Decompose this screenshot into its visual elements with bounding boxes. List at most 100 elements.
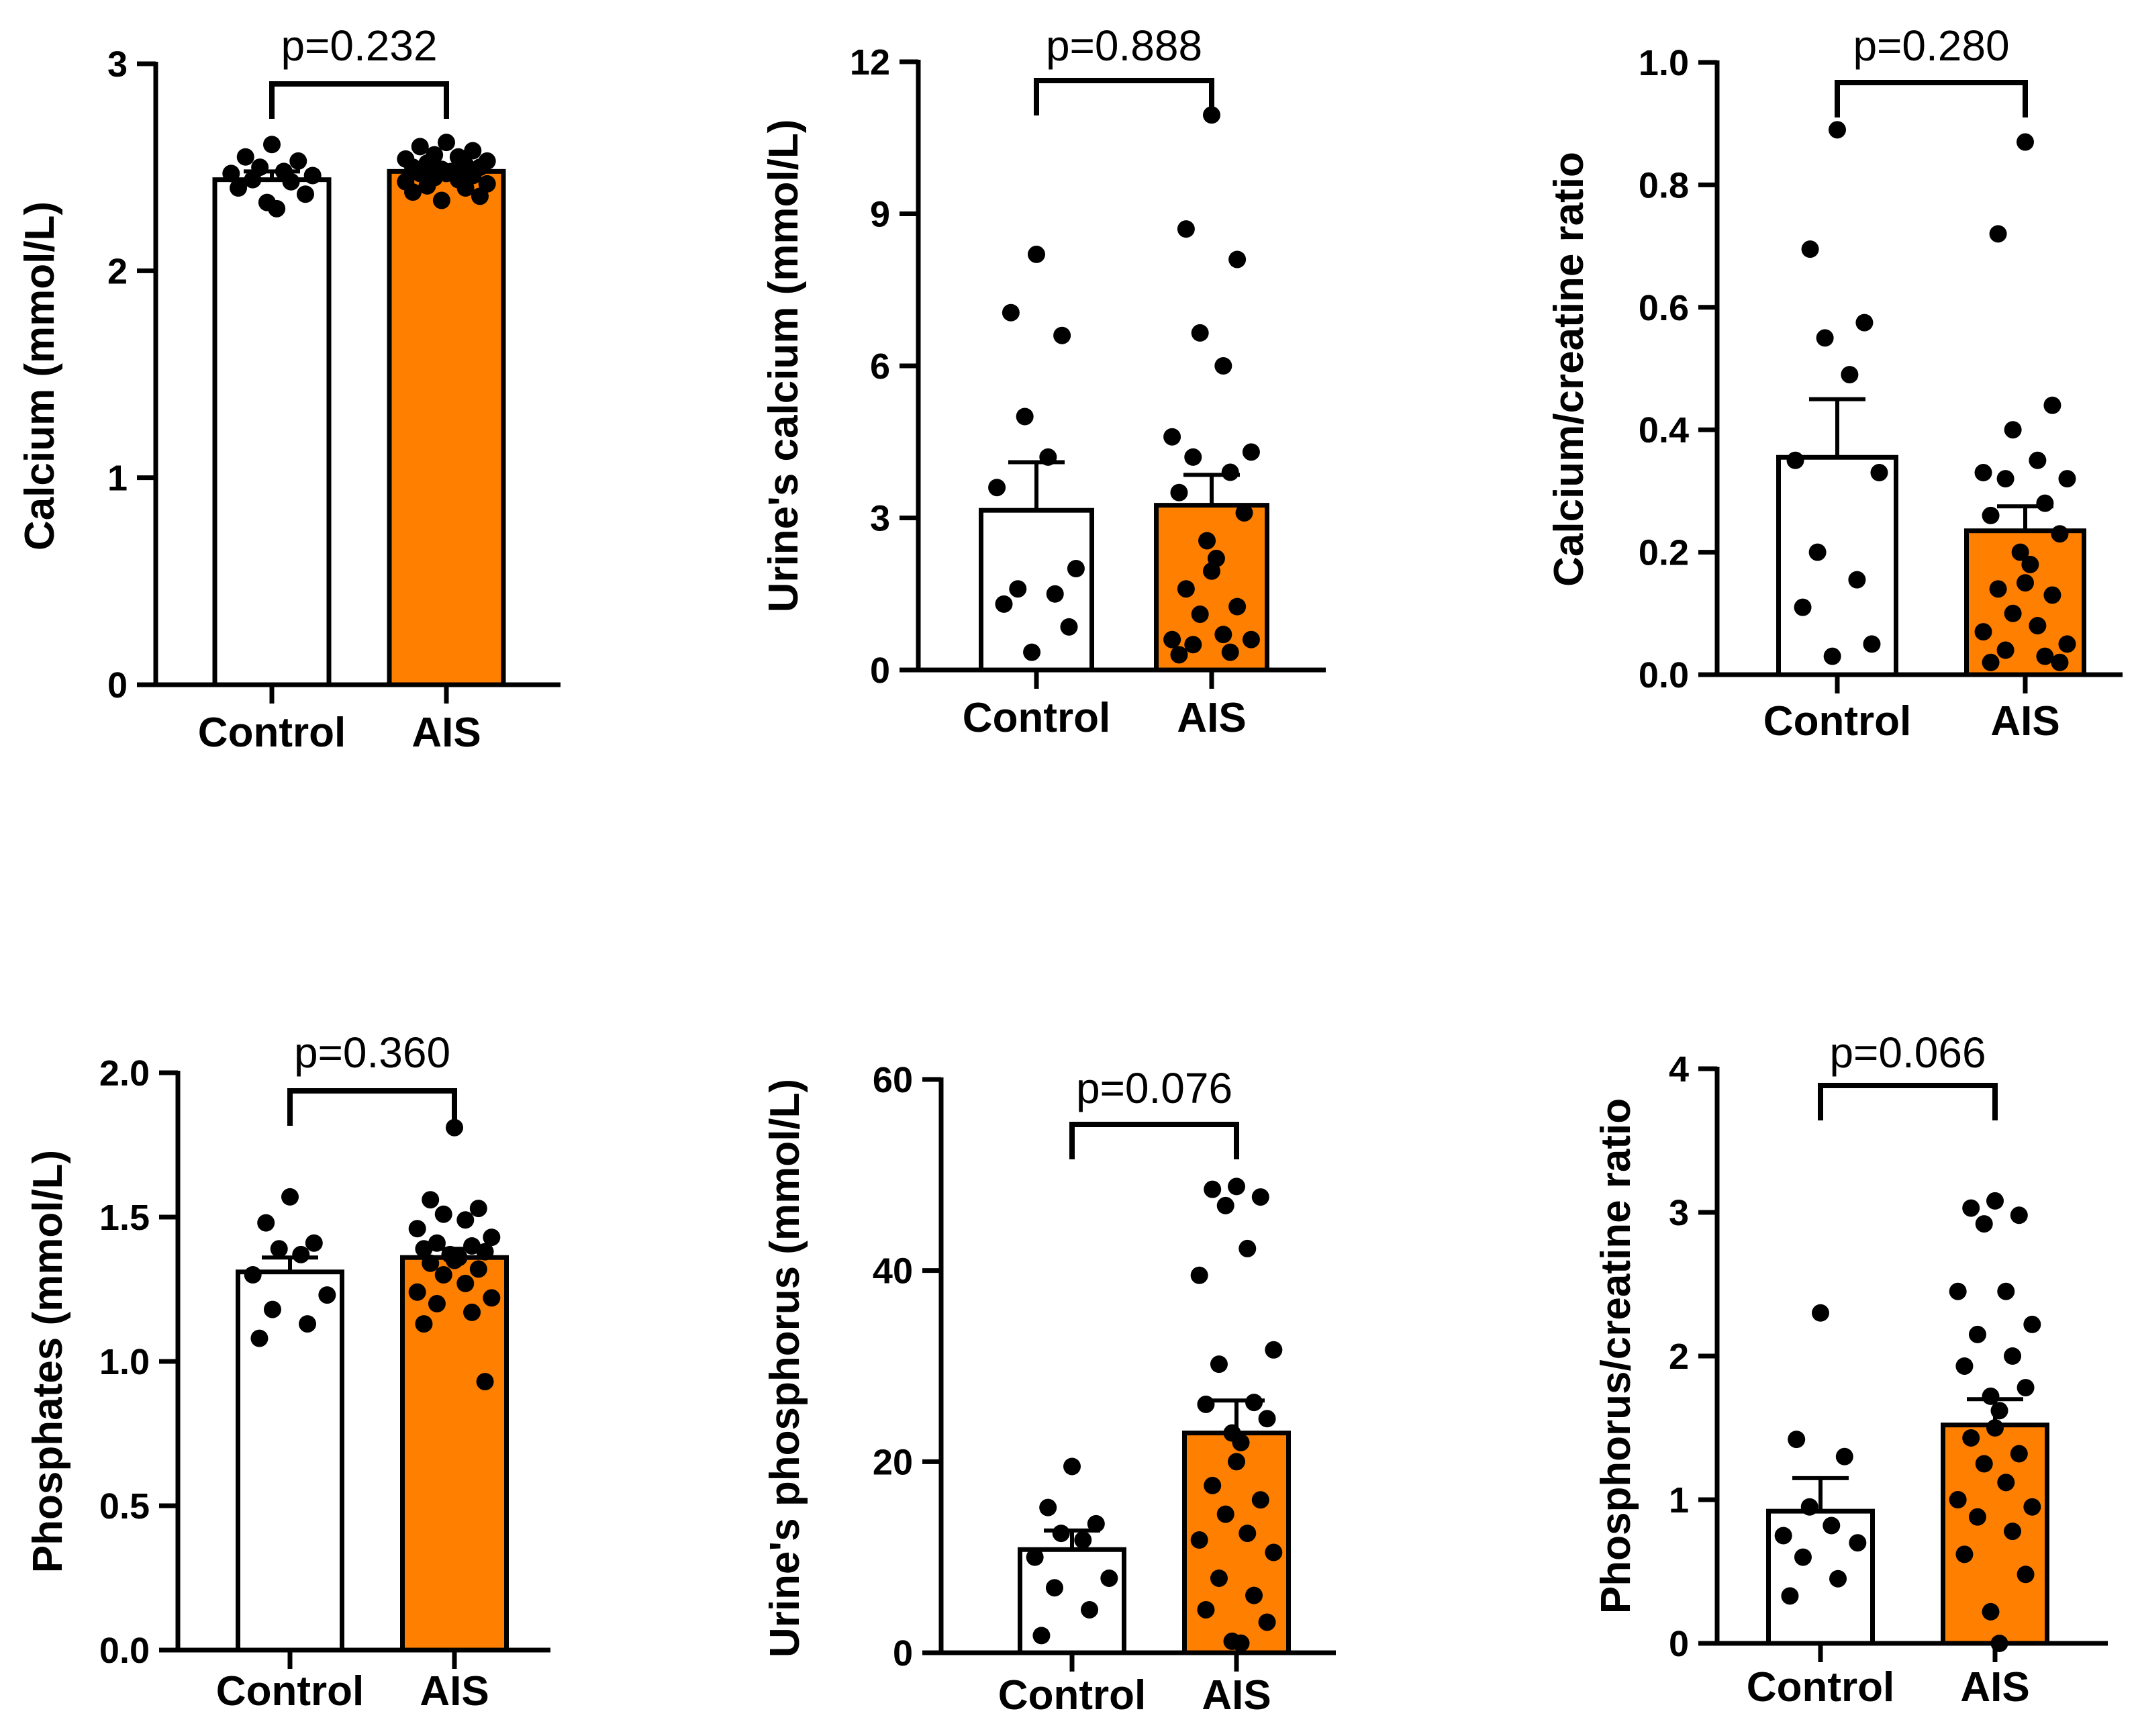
data-point-ais (2004, 1523, 2022, 1541)
data-point-control (1032, 1627, 1051, 1645)
data-point-control (1829, 1570, 1847, 1588)
data-point-ais (2004, 1347, 2022, 1365)
data-point-ais (1170, 646, 1188, 664)
x-tick-label: AIS (1960, 1664, 2029, 1710)
data-point-control (1863, 635, 1881, 653)
data-point-ais (2036, 647, 2054, 665)
data-point-ais (2004, 421, 2022, 439)
data-point-ais (1258, 1613, 1276, 1631)
p-value-label: p=0.280 (1853, 21, 2009, 70)
p-value-label: p=0.888 (1046, 21, 1202, 70)
chart-panel-5: 0 20 40 60 Control AIS p=0.076 Urine's phosphor… (762, 1060, 1336, 1719)
data-point-control (995, 595, 1013, 613)
data-point-ais (1265, 1543, 1283, 1561)
data-point-control (1052, 1525, 1070, 1543)
y-tick-label: 4 (1669, 1049, 1689, 1090)
y-tick-label: 2.0 (99, 1053, 150, 1094)
data-point-ais (2051, 653, 2069, 671)
data-point-control (1074, 1531, 1092, 1549)
data-point-ais (446, 1251, 463, 1269)
p-value-label: p=0.232 (281, 21, 437, 70)
chart-panel-3: 0.0 0.2 0.4 0.6 0.8 1.0 Control AIS p=0.280 Calci… (1546, 21, 2123, 744)
data-point-control (1039, 448, 1057, 466)
data-point-ais (1170, 483, 1188, 501)
data-point-ais (1177, 580, 1195, 598)
data-point-ais (476, 1373, 494, 1391)
y-tick-label: 1 (1669, 1480, 1689, 1521)
data-point-control (250, 1329, 269, 1347)
data-point-ais (2017, 1565, 2035, 1584)
y-axis-title: Urine's calcium (mmol/L) (761, 119, 807, 613)
data-point-control (282, 173, 300, 191)
y-tick-label: 0 (107, 665, 128, 706)
data-point-control (1016, 407, 1034, 426)
data-point-ais (404, 183, 422, 201)
data-point-ais (2017, 574, 2034, 592)
data-point-ais (471, 187, 489, 205)
data-point-control (292, 1245, 310, 1263)
data-point-control (1855, 314, 1874, 332)
data-point-control (1063, 1457, 1081, 1476)
data-point-ais (1228, 250, 1247, 269)
x-tick-label: AIS (420, 1668, 489, 1715)
data-point-control (236, 148, 254, 166)
y-tick-label: 2 (107, 251, 128, 291)
y-tick-label: 2 (1669, 1337, 1689, 1377)
data-point-control (988, 479, 1006, 497)
data-point-control (1788, 1431, 1806, 1449)
data-point-control (270, 1240, 288, 1258)
chart-panel-6: 0 1 2 3 4 Control AIS p=0.066 Phosphorus/creatin… (1593, 1028, 2108, 1710)
data-point-ais (1982, 1602, 2000, 1621)
data-point-ais (2021, 555, 2039, 573)
y-tick-label: 1.5 (99, 1198, 150, 1238)
y-axis-title: Urine's phosphorus (mmol/L) (762, 1079, 808, 1657)
data-point-ais (1974, 623, 1992, 641)
data-point-ais (464, 142, 482, 160)
data-point-control (1835, 1447, 1853, 1465)
data-point-ais (2029, 451, 2047, 469)
data-point-control (1781, 1587, 1799, 1605)
data-point-ais (428, 1295, 446, 1312)
data-point-ais (411, 138, 429, 156)
data-point-ais (1989, 580, 2007, 598)
data-point-control (1028, 245, 1045, 263)
y-axis-title: Calcium (mmol/L) (17, 201, 63, 550)
chart-panel-2: 0 3 6 9 12 Control AIS p=0.888 Urine's calcium (… (761, 21, 1326, 741)
data-point-control (1045, 1579, 1063, 1597)
y-axis-title: Phosphates (mmol/L) (25, 1150, 71, 1573)
data-point-ais (2023, 1315, 2041, 1333)
data-point-ais (1210, 1569, 1228, 1587)
data-point-control (1060, 618, 1078, 636)
data-point-control (1800, 1498, 1818, 1516)
data-point-control (1786, 451, 1804, 469)
x-tick-label: AIS (1177, 695, 1246, 741)
data-point-ais (1228, 1453, 1245, 1471)
y-tick-label: 0.0 (1639, 655, 1689, 695)
data-point-ais (2036, 494, 2054, 512)
y-tick-label: 1.0 (1639, 43, 1689, 83)
data-point-control (244, 171, 262, 189)
data-point-ais (469, 1260, 487, 1278)
bar-ais (387, 168, 506, 687)
data-point-ais (1177, 220, 1195, 238)
data-point-control (318, 1286, 336, 1304)
y-tick-label: 3 (1669, 1193, 1689, 1233)
data-point-control (1812, 1304, 1829, 1322)
data-point-ais (408, 1220, 426, 1238)
data-point-ais (432, 191, 450, 209)
data-point-ais (438, 134, 455, 152)
data-point-ais (1228, 1177, 1245, 1196)
data-point-control (299, 1315, 317, 1333)
data-point-ais (1216, 1505, 1234, 1523)
y-axis-title: Calcium/creatine ratio (1546, 152, 1592, 587)
data-point-ais (2017, 133, 2034, 151)
y-tick-label: 1.0 (99, 1342, 150, 1382)
data-point-ais (1990, 1402, 2008, 1420)
data-point-ais (1197, 1600, 1215, 1619)
data-point-ais (1204, 1180, 1222, 1198)
data-point-ais (428, 1234, 446, 1252)
data-point-ais (463, 1237, 481, 1255)
data-point-ais (1245, 1394, 1263, 1412)
data-point-ais (456, 1211, 475, 1229)
